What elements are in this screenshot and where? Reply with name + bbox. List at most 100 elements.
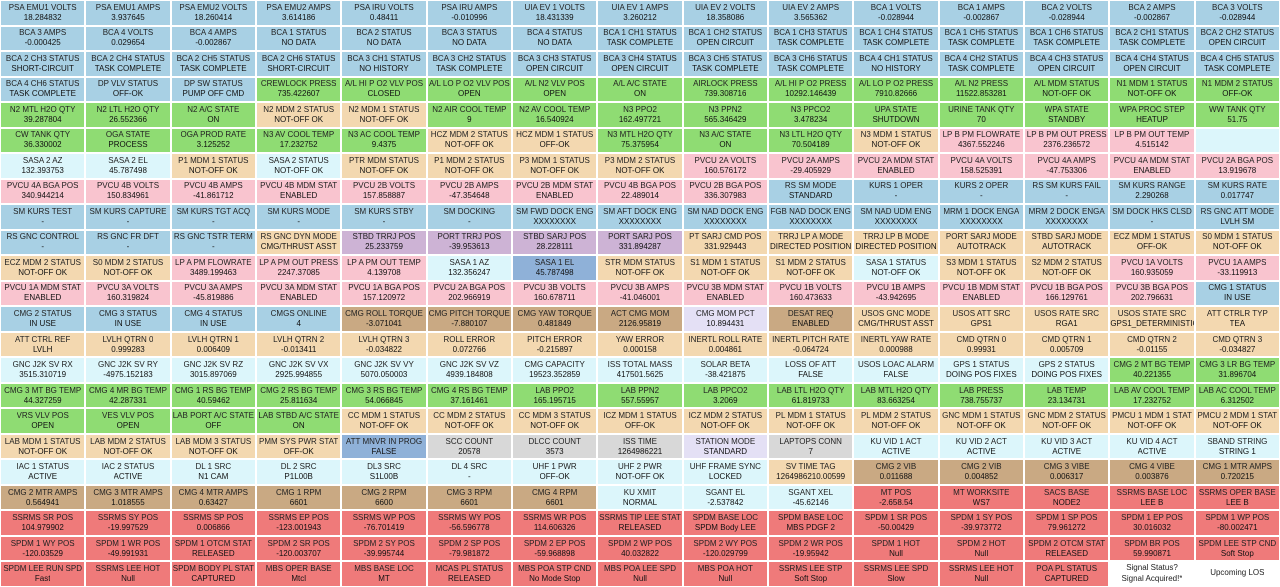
telemetry-tile-cmg-3-mtr-amps: CMG 3 MTR AMPS 1.018555 — [86, 485, 170, 510]
telemetry-tile-p3-mdm-1-status: P3 MDM 1 STATUS NOT-OFF OK — [513, 154, 597, 178]
tile-label: ROLL ERROR — [443, 335, 496, 344]
tile-label: SM NAD DOCK ENG — [687, 207, 764, 216]
tile-value: 22.489014 — [621, 192, 659, 201]
telemetry-tile-sgant-xel: SGANT XEL -45.62146 — [769, 485, 853, 510]
tile-value: -0.028944 — [1048, 13, 1085, 22]
tile-label: SACS BASE — [1043, 488, 1090, 497]
telemetry-tile-ecz-mdm-1-status: ECZ MDM 1 STATUS OFF-OK — [1110, 230, 1194, 255]
tile-label: PL MDM 2 STATUS — [860, 412, 932, 421]
telemetry-tile-rs-gnc-att-mode: RS GNC ATT MODE LVLH SM — [1195, 205, 1279, 229]
tile-value: 0.006317 — [1049, 473, 1084, 482]
tile-label: PVCU 1A AMPS — [1208, 258, 1267, 267]
telemetry-tile-bca-2-ch3-status: BCA 2 CH3 STATUS SHORT-CIRCUIT — [1, 52, 85, 76]
tile-value: NOT-OFF OK — [871, 268, 921, 277]
tile-label: BCA 1 VOLTS — [870, 3, 922, 12]
tile-label: N3 PPO2 — [623, 105, 657, 114]
tile-value: 45.787498 — [109, 166, 147, 175]
telemetry-tile-uhf-2-pwr: UHF 2 PWR NOT-OFF OK — [598, 460, 682, 484]
tile-label: USOS RATE SRC — [1034, 310, 1100, 319]
telemetry-tile-upa-state: UPA STATE SHUTDOWN — [854, 103, 938, 127]
tile-label: ECZ MDM 2 STATUS — [4, 258, 81, 267]
telemetry-tile-cmg-1-status: CMG 1 STATUS IN USE — [1195, 281, 1279, 306]
telemetry-tile-cmg-3-rs-bg-temp: CMG 3 RS BG TEMP 54.066845 — [342, 383, 426, 408]
tile-label: LAB MDM 2 STATUS — [90, 437, 166, 446]
tile-value: 0.720215 — [1220, 473, 1255, 482]
tile-value: NO DATA — [452, 39, 487, 48]
tile-label: SPDM 1 SY POS — [950, 514, 1013, 523]
tile-value: -39.953613 — [449, 243, 490, 252]
tile-label: A/L LO P O2 PRESS — [858, 80, 934, 89]
tile-label: A/L HI P O2 PRESS — [774, 80, 847, 89]
tile-label: BCA 3 VOLTS — [1212, 3, 1263, 12]
tile-value: - — [1065, 192, 1068, 201]
telemetry-tile-lab-stbd-a-c-state: LAB STBD A/C STATE ON — [257, 409, 341, 433]
telemetry-tile-dl-1-src: DL 1 SRC N1 CAM — [171, 460, 255, 484]
telemetry-tile-cmg-2-rpm: CMG 2 RPM 6600 — [342, 485, 426, 510]
tile-label: KURS 1 OPER — [869, 182, 923, 191]
tile-label: UHF 1 PWR — [532, 463, 577, 472]
tile-value: 6601 — [460, 498, 479, 507]
tile-value: -0.028944 — [1219, 13, 1256, 22]
telemetry-tile-bca-3-ch5-status: BCA 3 CH5 STATUS TASK COMPLETE — [683, 52, 767, 76]
telemetry-tile-mbs-poa-lee-spd: MBS POA LEE SPD Null — [598, 562, 682, 586]
tile-label: BCA 1 STATUS — [271, 29, 327, 38]
tile-value: CMG/THRUST ASST — [260, 243, 337, 252]
tile-value: 331.929443 — [704, 243, 747, 252]
tile-label: SV TIME TAG — [785, 463, 836, 472]
telemetry-tile-sacs-base: SACS BASE NODE2 — [1025, 485, 1109, 510]
tile-label: SSRMS SR POS — [12, 514, 74, 523]
telemetry-tile-lvlh-qtrn-3: LVLH QTRN 3 -0.034822 — [342, 332, 426, 357]
tile-value: DIRECTED POSITION — [769, 243, 852, 252]
tile-value: IN USE — [199, 320, 227, 329]
tile-value: ENABLED — [791, 320, 830, 329]
tile-label: KU VID 4 ACT — [1126, 437, 1178, 446]
tile-label: Signal Status? — [1126, 563, 1178, 572]
tile-value: 4.515142 — [1135, 141, 1169, 150]
tile-label: SASA 2 STATUS — [268, 156, 329, 165]
tile-value: XXXXXXXX — [1045, 217, 1088, 226]
tile-label: YAW ERROR — [615, 335, 665, 344]
tile-value: IN USE — [114, 320, 142, 329]
tile-value: 160.319824 — [106, 294, 150, 303]
telemetry-tile-pvcu-2b-mdm-stat: PVCU 2B MDM STAT ENABLED — [513, 179, 597, 204]
telemetry-tile-sm-kurs-rate: SM KURS RATE 0.017747 — [1195, 179, 1279, 204]
tile-label: CMG 4 STATUS — [184, 310, 243, 319]
tile-label: LAB PPN2 — [620, 386, 660, 395]
tile-label: CMG 3 RS BG TEMP — [345, 386, 423, 395]
tile-value: - — [41, 243, 44, 252]
telemetry-tile-cmg-3-lr-bg-temp: CMG 3 LR BG TEMP 31.896704 — [1195, 358, 1279, 382]
tile-label: PTR MDM STATUS — [349, 156, 419, 165]
tile-label: P1 MDM 1 STATUS — [178, 156, 249, 165]
tile-label: CMG 1 STATUS — [1208, 284, 1267, 293]
telemetry-tile-cmg-3-vibe: CMG 3 VIBE 0.006317 — [1025, 460, 1109, 484]
tile-label: PVCU 3B VOLTS — [523, 284, 586, 293]
tile-value: -29.405929 — [790, 166, 831, 175]
tile-label: WPA PROC STEP — [1119, 105, 1185, 114]
telemetry-tile-lp-b-pm-flowrate: LP B PM FLOWRATE 4367.552246 — [939, 128, 1023, 153]
tile-label: PVCU 1A VOLTS — [1121, 258, 1183, 267]
telemetry-tile-spdm-br-pos: SPDM BR POS 59.990871 — [1110, 536, 1194, 561]
tile-value: TASK COMPLETE — [94, 64, 162, 73]
tile-label: BCA 1 CH3 STATUS — [773, 29, 848, 38]
telemetry-tile-n2-air-cool-temp: N2 AIR COOL TEMP 9 — [427, 103, 511, 127]
tile-value: NOT-OFF OK — [1127, 422, 1177, 431]
tile-value: 17.232752 — [1133, 396, 1171, 405]
tile-label: CMD QTRN 1 — [1041, 335, 1092, 344]
telemetry-tile-gnc-j2k-sv-rx: GNC J2K SV RX 3515.310719 — [1, 358, 85, 382]
tile-label: PVCU 4B VOLTS — [96, 182, 160, 191]
tile-value: TASK COMPLETE — [9, 90, 76, 99]
telemetry-tile-wpa-proc-step: WPA PROC STEP HEATUP — [1110, 103, 1194, 127]
tile-value: 3.565362 — [793, 13, 828, 22]
telemetry-tile-lp-a-pm-out-press: LP A PM OUT PRESS 2247.37085 — [257, 256, 341, 280]
telemetry-tile-signal-status-signal-acquired: Signal Status? Signal Acquired!* — [1110, 562, 1194, 586]
tile-label: CMG 2 MT BG TEMP — [1113, 361, 1191, 370]
tile-value: 165.195715 — [533, 396, 576, 405]
tile-value: MT — [378, 575, 390, 584]
tile-value: 25.811634 — [280, 396, 318, 405]
tile-value: OPEN CIRCUIT — [1037, 64, 1096, 73]
tile-label: PVCU 4A VOLTS — [950, 156, 1013, 165]
tile-label: LAB PORT A/C STATE — [172, 412, 254, 421]
tile-label: N2 A/C STATE — [187, 105, 240, 114]
telemetry-tile-n3-ppco2: N3 PPCO2 3.478234 — [769, 103, 853, 127]
tile-label: SPDM 2 OTCM STAT — [1028, 539, 1106, 548]
